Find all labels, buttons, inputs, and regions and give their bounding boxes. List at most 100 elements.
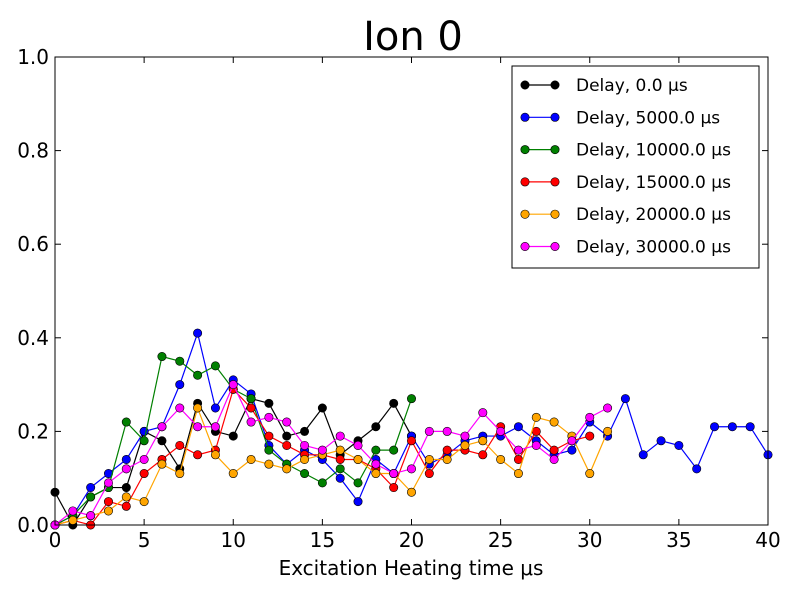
data-point xyxy=(86,492,96,502)
data-point xyxy=(549,454,559,464)
data-point xyxy=(175,440,185,450)
data-point xyxy=(389,445,399,455)
data-point xyxy=(157,422,167,432)
data-point xyxy=(175,469,185,479)
data-point xyxy=(513,422,523,432)
data-point xyxy=(513,445,523,455)
data-point xyxy=(727,422,737,432)
data-point xyxy=(300,469,310,479)
data-point xyxy=(353,440,363,450)
data-point xyxy=(371,469,381,479)
legend-label: Delay, 10000.0 μs xyxy=(576,141,731,161)
data-point xyxy=(157,459,167,469)
data-point xyxy=(620,394,630,404)
data-point xyxy=(335,454,345,464)
data-point xyxy=(371,459,381,469)
legend-marker xyxy=(550,209,560,219)
legend-label: Delay, 30000.0 μs xyxy=(576,238,731,258)
data-point xyxy=(585,431,595,441)
data-point xyxy=(585,412,595,422)
x-tick-label: 35 xyxy=(666,528,691,552)
data-point xyxy=(175,356,185,366)
data-point xyxy=(317,403,327,413)
data-point xyxy=(246,394,256,404)
plot-series xyxy=(50,328,773,530)
legend-marker xyxy=(520,112,530,122)
x-tick-label: 40 xyxy=(755,528,780,552)
data-point xyxy=(282,417,292,427)
legend-marker xyxy=(550,112,560,122)
data-point xyxy=(210,422,220,432)
legend: Delay, 0.0 μs Delay, 5000.0 μs Delay, 1000… xyxy=(511,65,760,269)
data-point xyxy=(264,459,274,469)
legend-box xyxy=(511,65,760,269)
legend-item: Delay, 15000.0 μs xyxy=(520,173,731,193)
data-point xyxy=(228,431,238,441)
data-point xyxy=(371,422,381,432)
data-point xyxy=(282,440,292,450)
data-point xyxy=(603,403,613,413)
data-point xyxy=(585,469,595,479)
data-point xyxy=(389,398,399,408)
data-point xyxy=(282,464,292,474)
y-tick-label: 0.6 xyxy=(17,232,49,256)
data-point xyxy=(335,473,345,483)
data-point xyxy=(193,370,203,380)
legend-item: Delay, 10000.0 μs xyxy=(520,141,731,161)
data-point xyxy=(549,445,559,455)
data-point xyxy=(389,469,399,479)
data-point xyxy=(86,511,96,521)
data-point xyxy=(442,426,452,436)
data-point xyxy=(353,497,363,507)
data-point xyxy=(692,464,702,474)
legend-marker xyxy=(550,177,560,187)
data-point xyxy=(246,403,256,413)
data-point xyxy=(442,454,452,464)
x-tick-label: 5 xyxy=(138,528,151,552)
y-tick-label: 0.4 xyxy=(17,326,49,350)
data-point xyxy=(193,450,203,460)
data-point xyxy=(567,445,577,455)
data-point xyxy=(531,412,541,422)
data-point xyxy=(389,483,399,493)
data-point xyxy=(264,445,274,455)
legend-marker xyxy=(520,145,530,155)
legend-marker xyxy=(520,209,530,219)
legend-item: Delay, 5000.0 μs xyxy=(520,108,720,128)
legend-marker xyxy=(550,80,560,90)
data-point xyxy=(103,497,113,507)
data-point xyxy=(674,440,684,450)
data-point xyxy=(549,417,559,427)
data-point xyxy=(460,440,470,450)
data-point xyxy=(103,506,113,516)
data-point xyxy=(335,445,345,455)
legend-item: Delay, 20000.0 μs xyxy=(520,205,731,225)
legend-marker xyxy=(520,177,530,187)
data-point xyxy=(139,454,149,464)
data-point xyxy=(210,450,220,460)
series-4 xyxy=(50,403,613,530)
data-point xyxy=(175,380,185,390)
data-point xyxy=(246,454,256,464)
legend-item: Delay, 0.0 μs xyxy=(520,76,688,96)
legend-label: Delay, 5000.0 μs xyxy=(576,108,720,128)
legend-label: Delay, 0.0 μs xyxy=(576,76,688,96)
x-tick-label: 30 xyxy=(577,528,602,552)
x-tick-label: 10 xyxy=(221,528,246,552)
legend-marker xyxy=(520,80,530,90)
data-point xyxy=(228,380,238,390)
data-point xyxy=(300,440,310,450)
chart-title: Ion 0 xyxy=(363,14,463,60)
data-point xyxy=(139,436,149,446)
data-point xyxy=(264,431,274,441)
data-point xyxy=(710,422,720,432)
data-point xyxy=(478,450,488,460)
data-point xyxy=(638,450,648,460)
data-point xyxy=(353,454,363,464)
x-axis-label: Excitation Heating time μs xyxy=(279,556,544,580)
data-point xyxy=(335,431,345,441)
axis-ticks: 0 5 10 15 20 25 30 35 40 0.0 0.2 0.4 0.6 0.8 1.0 xyxy=(17,45,781,552)
data-point xyxy=(496,454,506,464)
data-point xyxy=(210,361,220,371)
